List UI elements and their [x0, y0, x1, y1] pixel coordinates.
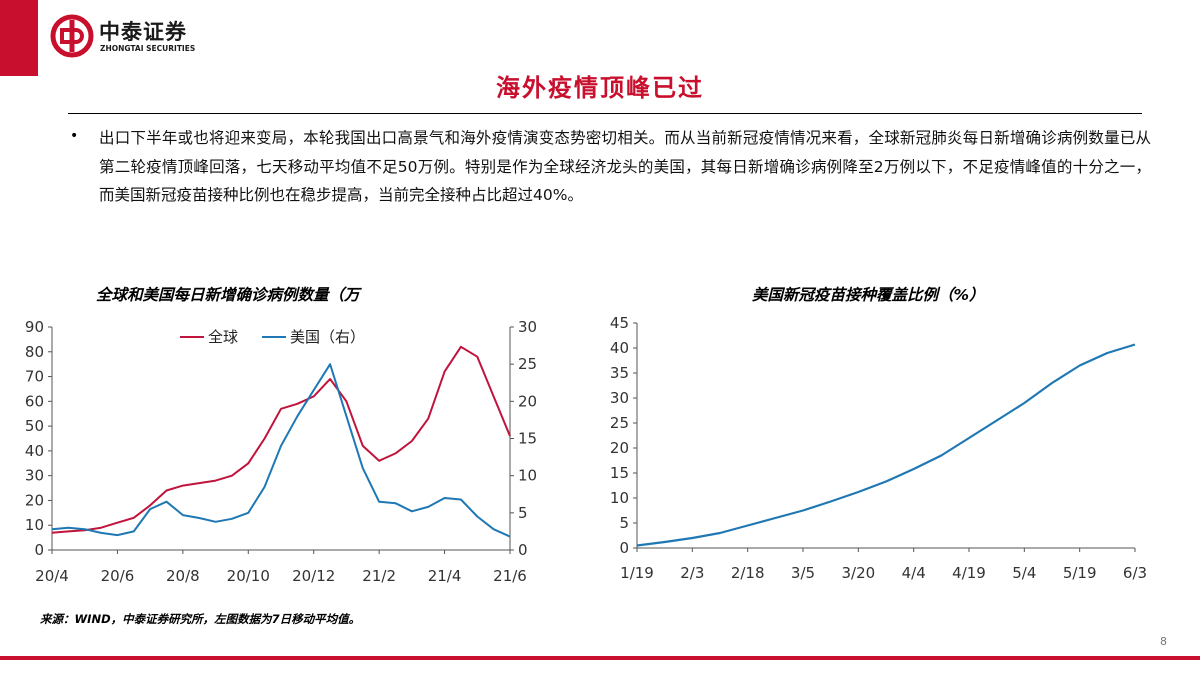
x-tick-label: 21/6	[493, 567, 527, 585]
y-left-tick-label: 90	[25, 318, 44, 336]
x-tick-label: 5/19	[1063, 564, 1097, 582]
y-right-tick-label: 20	[518, 392, 537, 410]
company-logo: 中泰证券 ZHONGTAI SECURITIES	[50, 14, 220, 58]
y-left-tick-label: 70	[25, 368, 44, 386]
y-left-tick-label: 60	[25, 392, 44, 410]
y-right-tick-label: 25	[518, 355, 537, 373]
y-tick-label: 5	[619, 514, 629, 532]
y-tick-label: 20	[610, 439, 629, 457]
y-tick-label: 35	[610, 364, 629, 382]
x-tick-label: 2/18	[731, 564, 765, 582]
x-tick-label: 3/20	[841, 564, 875, 582]
y-right-tick-label: 0	[518, 541, 528, 559]
chart-left-title: 全球和美国每日新增确诊病例数量（万	[96, 286, 360, 304]
x-tick-label: 6/3	[1123, 564, 1147, 582]
x-tick-label: 21/4	[428, 567, 462, 585]
chart-left: 0 10 20 30 40 50 60 70 80 90 0 5 10 15 20 25 30 20/4 20/6 2…	[25, 318, 537, 585]
footer-bar	[0, 656, 1200, 660]
y-right-tick-label: 30	[518, 318, 537, 336]
logo-cn-text: 中泰证券	[99, 20, 187, 44]
y-tick-label: 0	[619, 539, 629, 557]
x-tick-label: 20/12	[292, 567, 335, 585]
y-right-tick-label: 10	[518, 467, 537, 485]
y-tick-label: 25	[610, 414, 629, 432]
y-tick-label: 40	[610, 339, 629, 357]
y-tick-label: 45	[610, 314, 629, 332]
x-tick-label: 20/10	[227, 567, 270, 585]
y-left-tick-label: 50	[25, 417, 44, 435]
y-tick-label: 15	[610, 464, 629, 482]
x-tick-label: 4/19	[952, 564, 986, 582]
chart-right: 0 5 10 15 20 25 30 35 40 45 1/19 2/3 2/18 3/5 3/20 4/4 4…	[610, 314, 1147, 582]
y-left-tick-label: 10	[25, 516, 44, 534]
legend-label-global: 全球	[208, 328, 238, 346]
series-line-vaccination	[636, 343, 1136, 547]
logo-mark-icon	[50, 14, 94, 58]
x-tick-label: 4/4	[902, 564, 926, 582]
x-tick-label: 20/4	[35, 567, 69, 585]
x-tick-label: 3/5	[791, 564, 815, 582]
y-left-tick-label: 80	[25, 343, 44, 361]
y-left-tick-label: 20	[25, 491, 44, 509]
x-tick-label: 5/4	[1012, 564, 1036, 582]
y-left-tick-label: 40	[25, 442, 44, 460]
y-right-tick-label: 15	[518, 430, 537, 448]
logo-en-text: ZHONGTAI SECURITIES	[100, 44, 196, 53]
corner-accent	[0, 0, 38, 76]
y-left-tick-label: 30	[25, 467, 44, 485]
chart-right-title: 美国新冠疫苗接种覆盖比例（%）	[752, 286, 985, 304]
y-left-tick-label: 0	[34, 541, 44, 559]
x-tick-label: 20/8	[166, 567, 200, 585]
series-line-us	[51, 363, 511, 538]
x-tick-label: 20/6	[101, 567, 135, 585]
y-tick-label: 30	[610, 389, 629, 407]
series-line-global	[51, 345, 511, 534]
x-tick-label: 21/2	[362, 567, 396, 585]
body-paragraph: 出口下半年或也将迎来变局，本轮我国出口高景气和海外疫情演变态势密切相关。而从当前…	[99, 129, 1151, 205]
legend-label-us: 美国（右）	[290, 328, 365, 346]
title-divider	[68, 113, 1142, 114]
bullet-dot: •	[70, 128, 79, 144]
y-right-tick-label: 5	[518, 504, 528, 522]
page-number: 8	[1160, 635, 1167, 648]
source-note: 来源：WIND，中泰证券研究所，左图数据为7日移动平均值。	[40, 612, 361, 626]
y-tick-label: 10	[610, 489, 629, 507]
page-title: 海外疫情顶峰已过	[496, 74, 704, 102]
x-tick-label: 1/19	[620, 564, 654, 582]
x-tick-label: 2/3	[680, 564, 704, 582]
